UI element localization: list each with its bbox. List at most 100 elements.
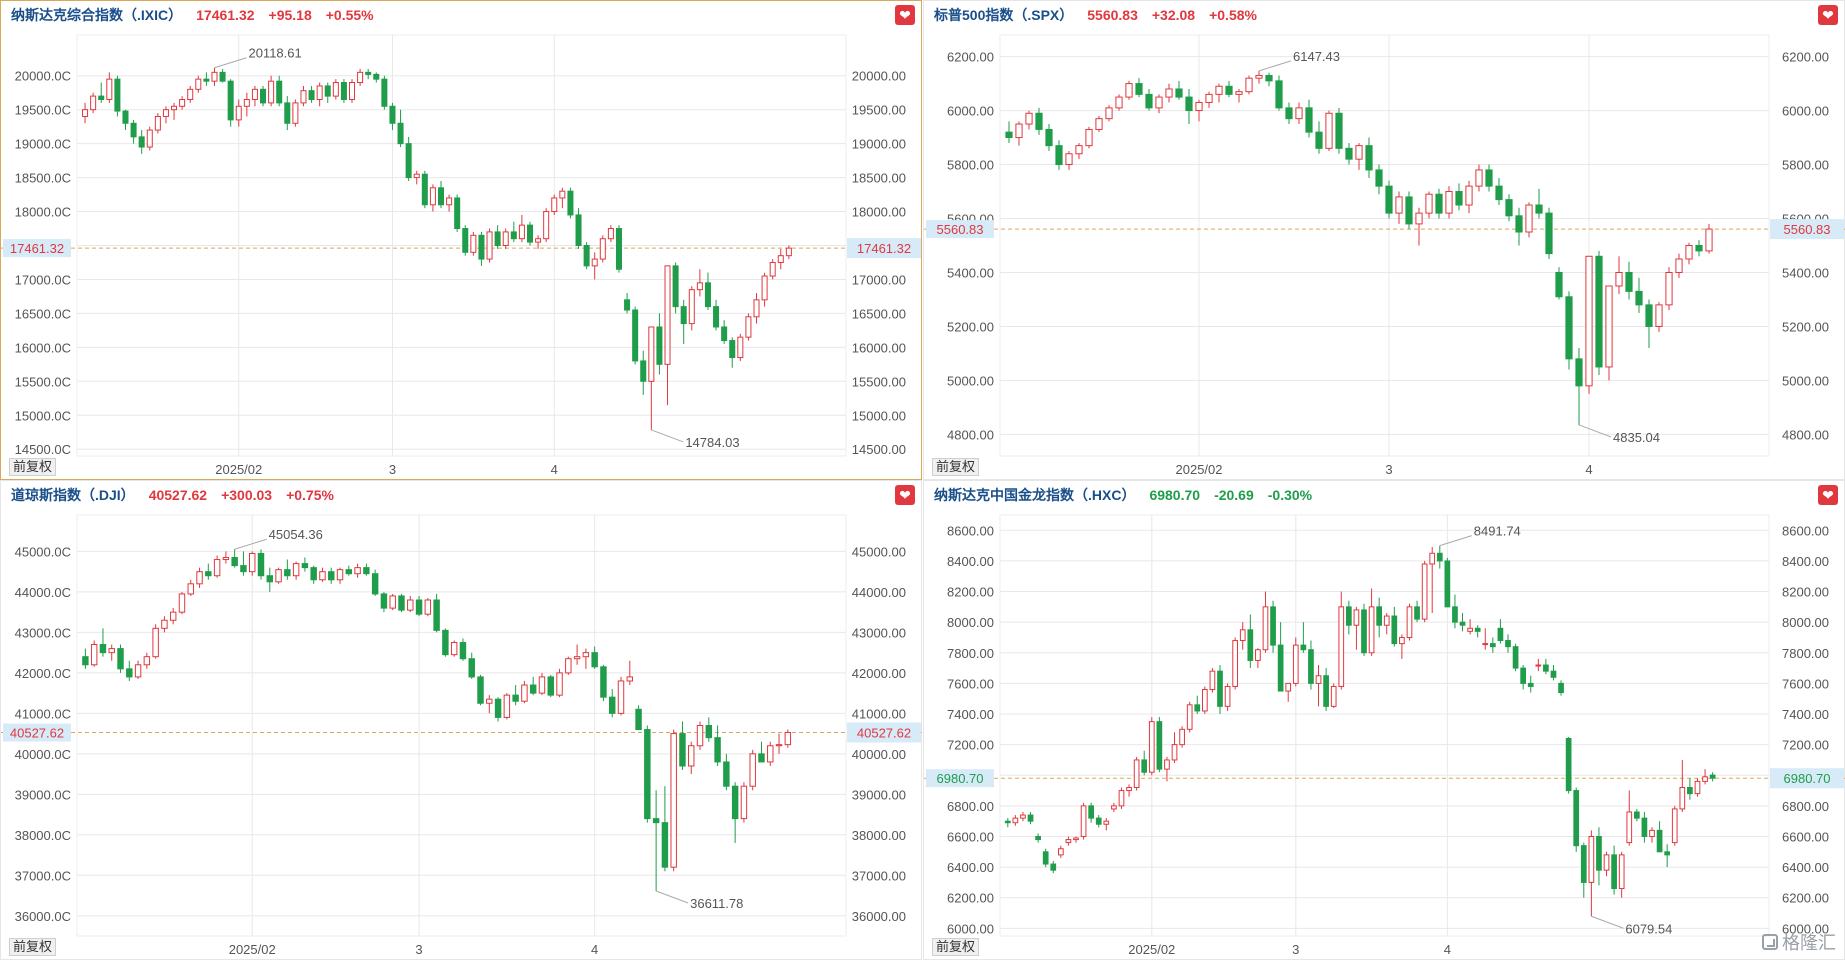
y-tick-label-right: 16000.00 xyxy=(852,340,906,355)
candle-body xyxy=(1285,107,1293,120)
candle-body xyxy=(1005,131,1013,139)
candle-body xyxy=(1465,185,1473,206)
chart-panel-ixic[interactable]: 纳斯达克综合指数（.IXIC） 17461.32 +95.18 +0.55% ❤… xyxy=(0,0,923,481)
y-tick-label: 17000.0C xyxy=(15,272,71,287)
y-tick-label: 16500.0C xyxy=(15,306,71,321)
candle-body xyxy=(1235,91,1243,95)
candle-body xyxy=(380,593,388,609)
candlestick-chart[interactable]: 14500.0C 14500.00 15000.0C 15000.00 15500.0C… xyxy=(1,1,923,481)
low-annotation: 14784.03 xyxy=(685,435,739,450)
candle-body xyxy=(1573,790,1580,847)
candle-body xyxy=(1012,817,1019,824)
candle-body xyxy=(363,567,370,575)
candle-body xyxy=(1535,664,1542,667)
candle-body xyxy=(1262,606,1269,651)
candle-body xyxy=(784,731,792,746)
candle-body xyxy=(1444,560,1451,608)
candle-body xyxy=(1285,682,1292,692)
candle-body xyxy=(1383,615,1390,626)
adjust-mode-button[interactable]: 前复权 xyxy=(9,938,57,956)
x-tick-label: 2025/02 xyxy=(1176,462,1223,477)
candle-body xyxy=(607,228,614,240)
candle-body xyxy=(284,569,291,577)
candle-body xyxy=(429,187,436,206)
candle-body xyxy=(1209,670,1216,691)
adjust-mode-button[interactable]: 前复权 xyxy=(932,938,980,956)
candlestick-chart[interactable]: 36000.0C 36000.00 37000.0C 37000.00 38000.0C… xyxy=(1,481,923,961)
chart-panel-hxc[interactable]: 纳斯达克中国金龙指数（.HXC） 6980.70 -20.69 -0.30% ❤… xyxy=(923,480,1845,960)
heart-icon[interactable]: ❤ xyxy=(895,5,915,25)
heart-icon[interactable]: ❤ xyxy=(1818,5,1838,25)
candle-body xyxy=(1525,204,1533,233)
y-tick-label: 7400.00 xyxy=(947,707,994,722)
heart-icon[interactable]: ❤ xyxy=(895,485,915,505)
y-tick-label: 20000.0C xyxy=(15,69,71,84)
candle-body xyxy=(371,573,379,595)
index-name[interactable]: 纳斯达克综合指数（.IXIC） xyxy=(11,7,183,23)
candle-body xyxy=(1452,606,1458,623)
watermark-logo-icon xyxy=(1762,934,1778,950)
adjust-mode-button[interactable]: 前复权 xyxy=(932,458,980,476)
last-price: 40527.62 xyxy=(148,487,208,503)
candle-body xyxy=(1148,721,1155,773)
y-tick-label-right: 6400.00 xyxy=(1782,860,1829,875)
candle-body xyxy=(1694,780,1701,795)
candle-body xyxy=(462,228,469,253)
chart-panel-dji[interactable]: 道琼斯指数（.DJI） 40527.62 +300.03 +0.75% ❤ 36… xyxy=(0,480,923,961)
candle-body xyxy=(1575,358,1583,387)
y-tick-label: 6200.00 xyxy=(947,891,994,906)
candle-body xyxy=(1656,829,1663,853)
candle-body xyxy=(161,619,168,629)
chart-panel-spx[interactable]: 标普500指数（.SPX） 5560.83 +32.08 +0.58% ❤ 48… xyxy=(923,0,1845,480)
candle-body xyxy=(82,109,89,117)
candle-body xyxy=(1224,685,1231,707)
candle-body xyxy=(222,557,230,561)
candlestick-chart[interactable]: 4800.00 4800.00 5000.00 5000.00 5200.00 5200.… xyxy=(924,1,1845,481)
candle-body xyxy=(1705,228,1713,252)
y-tick-label: 36000.0C xyxy=(15,909,71,924)
x-tick-label: 2025/02 xyxy=(215,462,262,477)
candle-body xyxy=(1512,646,1519,669)
candle-body xyxy=(211,71,218,82)
y-tick-label: 19000.0C xyxy=(15,137,71,152)
candle-body xyxy=(672,265,679,308)
candle-body xyxy=(1485,169,1493,187)
candle-body xyxy=(1421,563,1428,620)
y-tick-label: 38000.0C xyxy=(15,828,71,843)
price-change-pct: -0.30% xyxy=(1267,487,1313,503)
y-tick-label-right: 5400.00 xyxy=(1782,265,1829,280)
index-name[interactable]: 纳斯达克中国金龙指数（.HXC） xyxy=(934,487,1136,503)
candle-body xyxy=(268,80,275,104)
candle-body xyxy=(1505,640,1511,648)
candle-body xyxy=(688,745,695,767)
index-name[interactable]: 标普500指数（.SPX） xyxy=(934,7,1074,23)
candle-body xyxy=(761,275,768,301)
candle-body xyxy=(1375,169,1383,187)
candle-body xyxy=(1429,552,1436,565)
candle-body xyxy=(1376,606,1383,626)
candle-body xyxy=(767,745,774,763)
candle-body xyxy=(1675,258,1683,273)
index-name[interactable]: 道琼斯指数（.DJI） xyxy=(11,487,135,503)
candle-body xyxy=(275,569,282,583)
low-annotation-line xyxy=(1591,915,1624,929)
high-annotation-line xyxy=(234,538,267,550)
y-tick-label: 6000.00 xyxy=(947,104,994,119)
y-tick-label-right: 4800.00 xyxy=(1782,427,1829,442)
y-tick-label-right: 19000.00 xyxy=(852,137,906,152)
candle-body xyxy=(632,309,639,362)
y-tick-label-right: 20000.00 xyxy=(852,69,906,84)
price-tag-right-bg xyxy=(847,722,921,743)
candle-body xyxy=(1435,193,1443,214)
candle-body xyxy=(551,197,558,213)
candlestick-chart[interactable]: 6000.00 6000.00 6200.00 6200.00 6400.00 6400.… xyxy=(924,481,1845,961)
candle-body xyxy=(146,129,153,148)
y-tick-label: 45000.0C xyxy=(15,544,71,559)
adjust-mode-button[interactable]: 前复权 xyxy=(9,458,57,476)
x-tick-label: 4 xyxy=(1585,462,1592,477)
candle-body xyxy=(1247,629,1254,661)
heart-icon[interactable]: ❤ xyxy=(1818,485,1838,505)
candle-body xyxy=(98,95,105,101)
candle-body xyxy=(1467,627,1473,632)
candle-body xyxy=(1645,304,1653,327)
